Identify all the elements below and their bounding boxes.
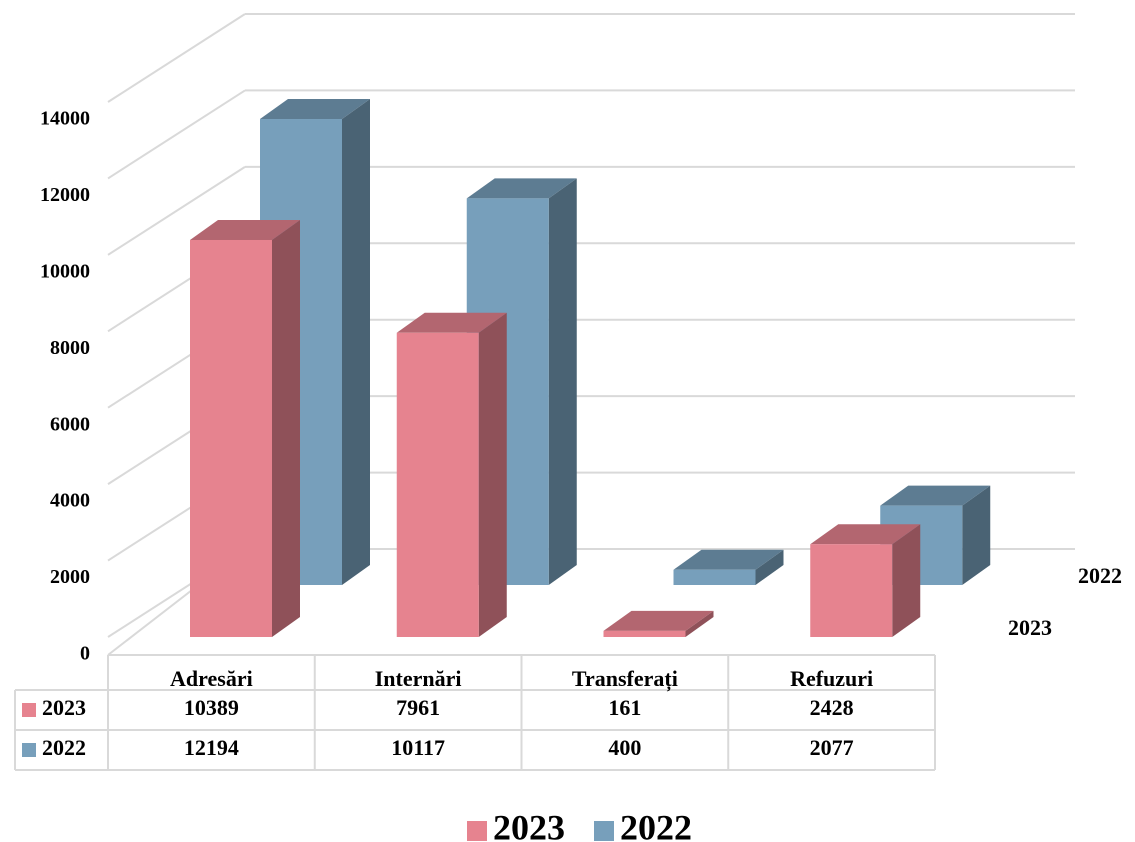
- legend-label: 2022: [620, 807, 692, 842]
- grid-line: [107, 166, 246, 256]
- bar: [603, 630, 686, 637]
- bar: [810, 544, 893, 637]
- table-cell: 2428: [810, 695, 854, 720]
- y-tick-label: 0: [80, 643, 90, 665]
- bar-side: [478, 312, 507, 637]
- table-cell: 161: [608, 695, 641, 720]
- legend-key: [594, 821, 614, 841]
- bar-group: [810, 524, 921, 637]
- bar-side: [755, 549, 784, 585]
- x-tick-label: Adresări: [170, 666, 253, 691]
- bar-group: [603, 610, 714, 637]
- bar-side: [548, 178, 577, 585]
- x-tick-label: Refuzuri: [790, 666, 873, 691]
- bar: [396, 332, 479, 637]
- bar-group: [673, 549, 784, 585]
- table-legend-key: [22, 703, 36, 717]
- legend-key: [467, 821, 487, 841]
- bar-top: [260, 99, 370, 120]
- table-legend-key: [22, 743, 36, 757]
- bar-top: [190, 219, 300, 240]
- bar-side: [272, 219, 300, 637]
- bar-group: [466, 178, 577, 585]
- legend-label: 2023: [493, 807, 565, 842]
- y-tick-label: 12000: [40, 184, 90, 206]
- bar-top: [466, 178, 577, 199]
- bar-top: [810, 524, 921, 545]
- depth-label: 2022: [1078, 563, 1122, 588]
- table-series-label: 2022: [42, 735, 86, 760]
- y-tick-label: 4000: [50, 490, 90, 512]
- y-tick-label: 14000: [40, 108, 90, 130]
- depth-label: 2023: [1008, 615, 1052, 640]
- bar-top: [673, 549, 784, 570]
- grid-line: [107, 89, 246, 180]
- table-series-label: 2023: [42, 695, 86, 720]
- bar-group: [396, 312, 507, 637]
- table-cell: 10117: [391, 735, 445, 760]
- bar-top: [396, 312, 507, 333]
- table-cell: 400: [608, 735, 641, 760]
- bar-side: [962, 485, 991, 585]
- table-cell: 12194: [184, 735, 239, 760]
- bar: [673, 569, 756, 585]
- bar-side: [342, 99, 370, 585]
- bar-group: [190, 219, 300, 637]
- y-tick-label: 10000: [40, 260, 90, 282]
- table-cell: 2077: [810, 735, 854, 760]
- bar-side: [685, 610, 714, 637]
- bar: [190, 239, 272, 637]
- x-tick-label: Transferați: [572, 666, 678, 692]
- table-cell: 10389: [184, 695, 239, 720]
- bar-top: [880, 485, 991, 506]
- y-tick-label: 2000: [50, 566, 90, 588]
- bar-top: [603, 610, 714, 631]
- bar-side: [892, 524, 921, 637]
- grid-line: [107, 13, 246, 103]
- y-tick-label: 8000: [50, 337, 90, 359]
- x-tick-label: Internări: [375, 666, 462, 691]
- y-tick-label: 6000: [50, 413, 90, 435]
- table-cell: 7961: [396, 695, 440, 720]
